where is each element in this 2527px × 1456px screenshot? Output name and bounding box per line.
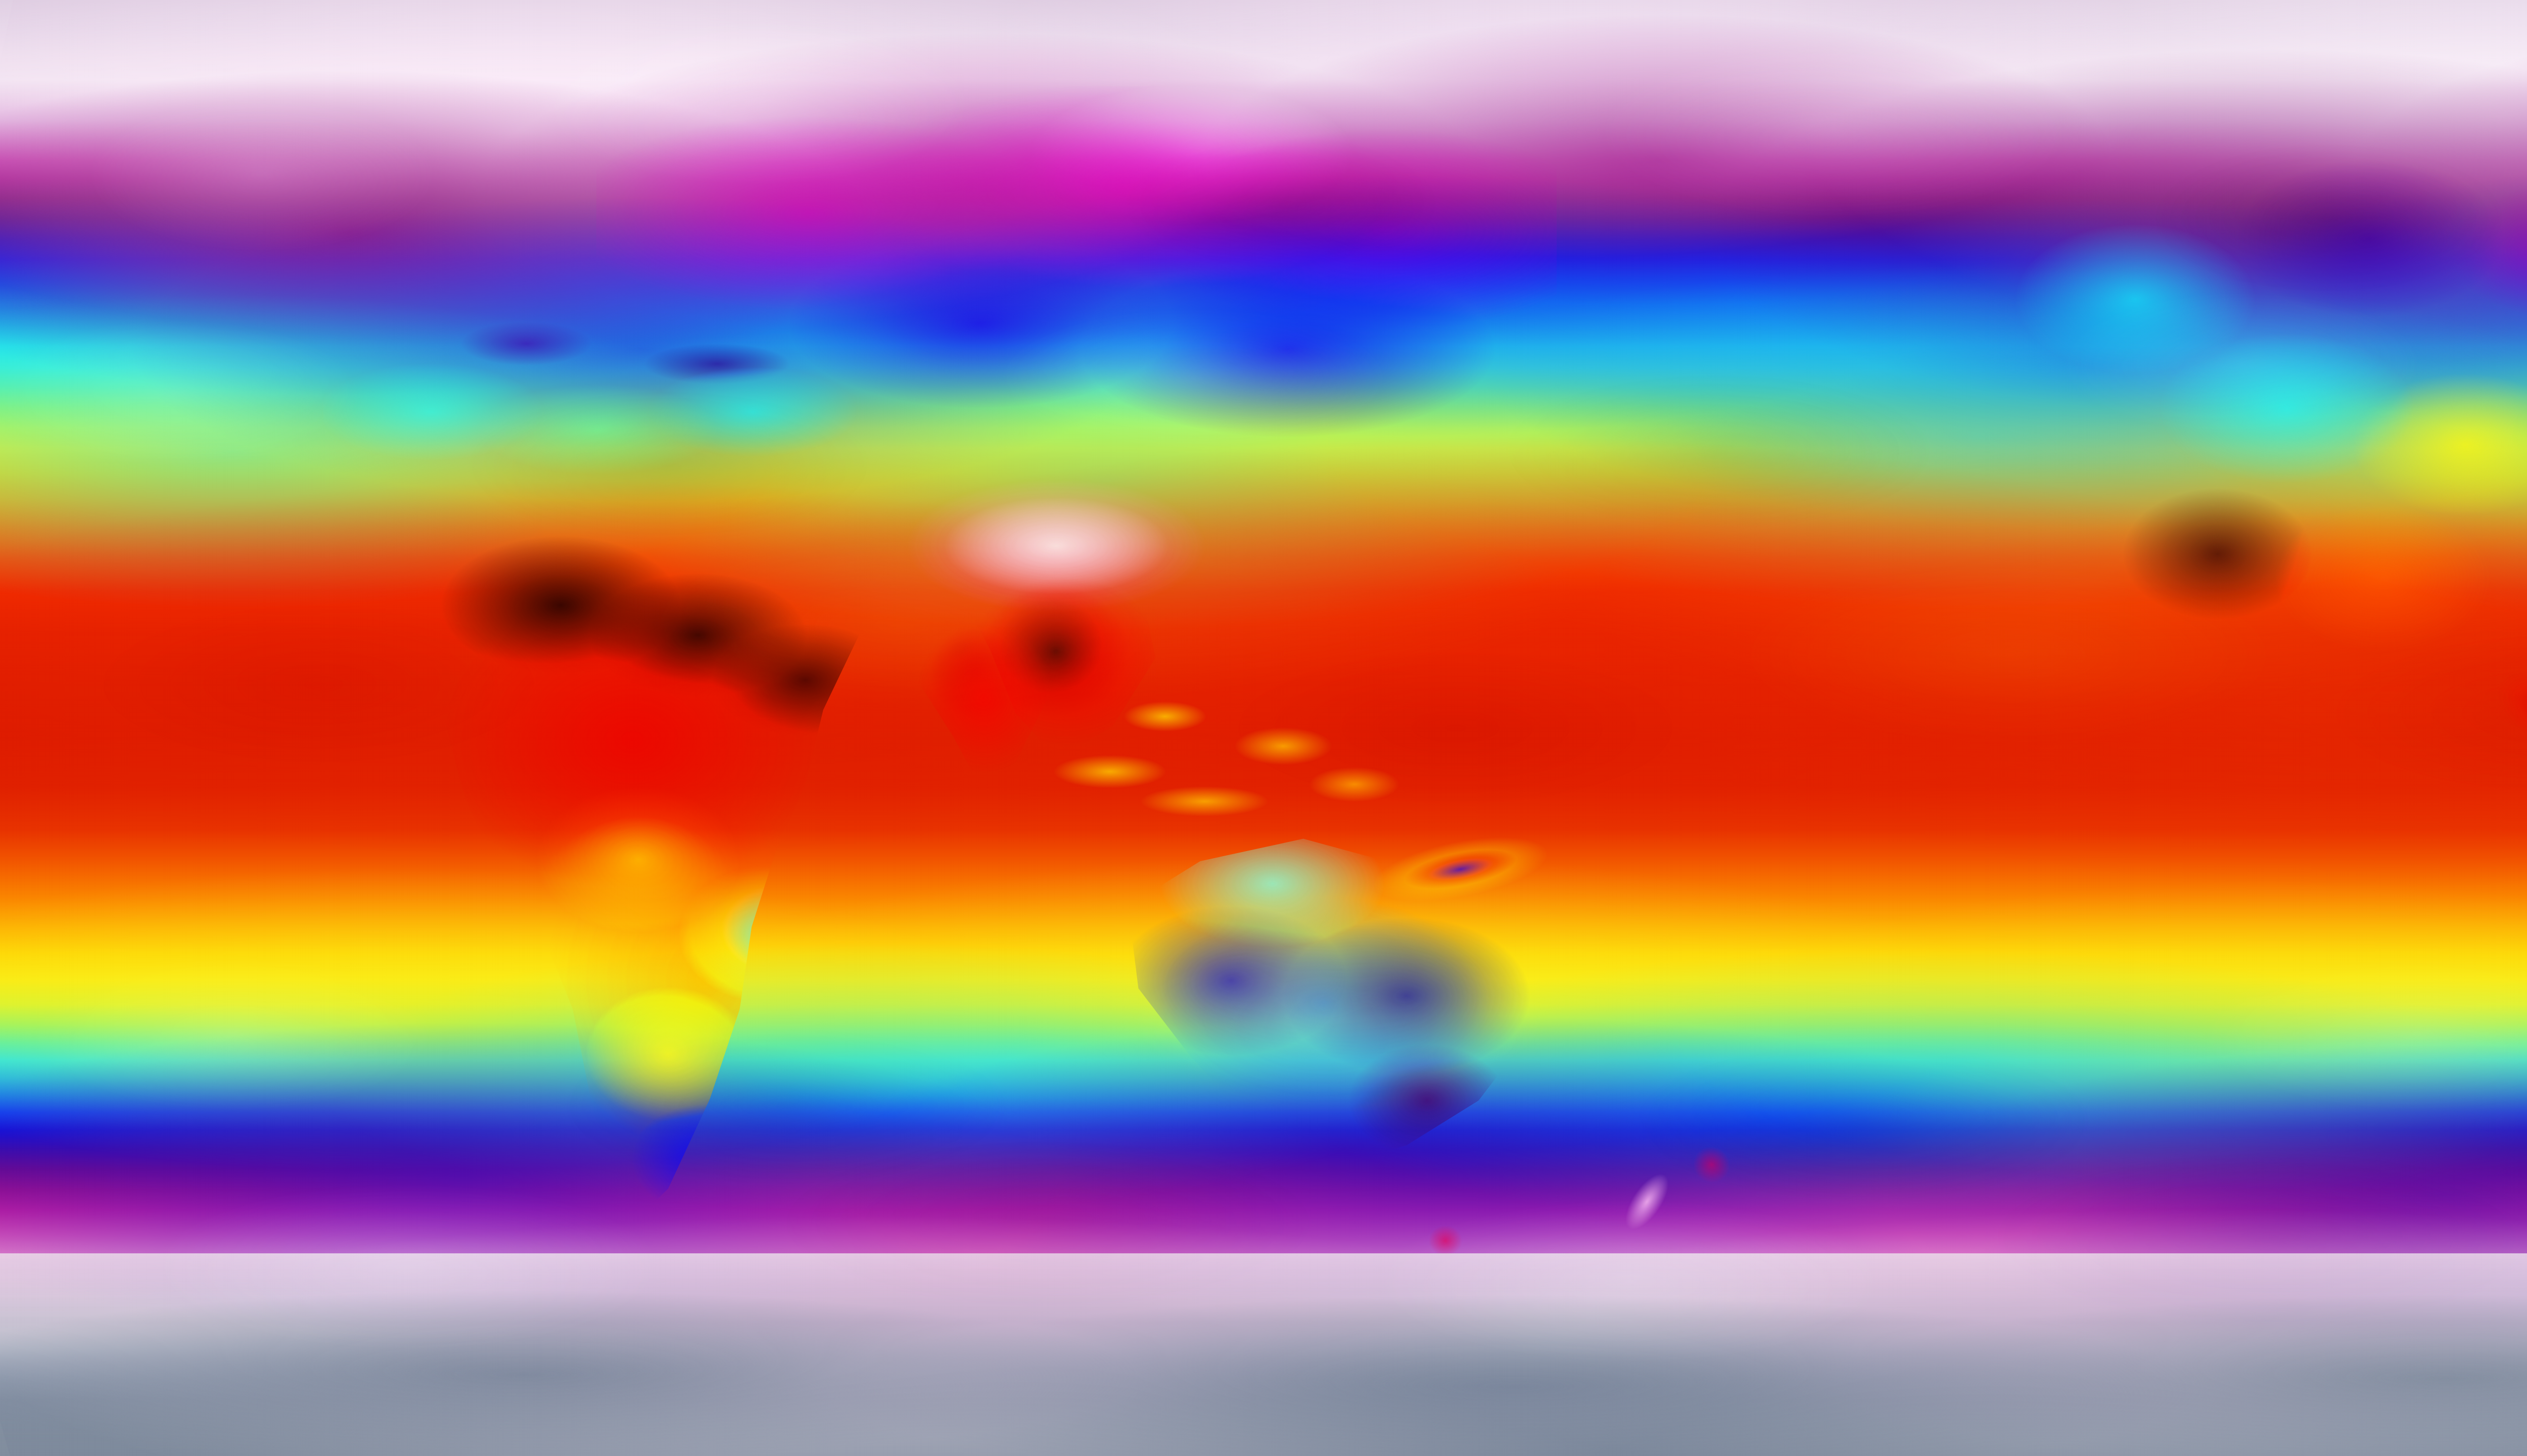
region-antarctica — [0, 1253, 2527, 1456]
region-southeast-asia — [1031, 657, 1425, 869]
region-europe — [323, 273, 920, 526]
region-north-america — [2011, 142, 2527, 748]
